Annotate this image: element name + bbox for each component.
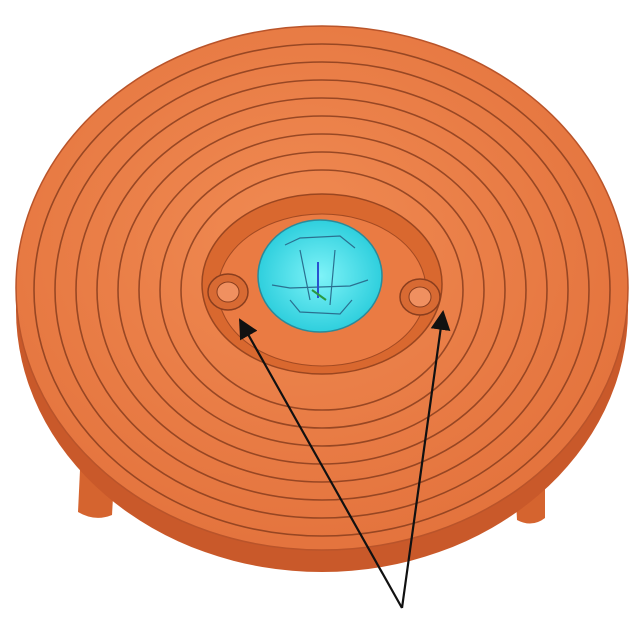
- grooves: [33, 43, 611, 537]
- axis: [311, 289, 327, 301]
- arrow: [400, 310, 451, 609]
- insert: [257, 219, 383, 333]
- arrow: [239, 318, 403, 609]
- holes: [207, 273, 441, 316]
- insert-detail: [271, 235, 369, 315]
